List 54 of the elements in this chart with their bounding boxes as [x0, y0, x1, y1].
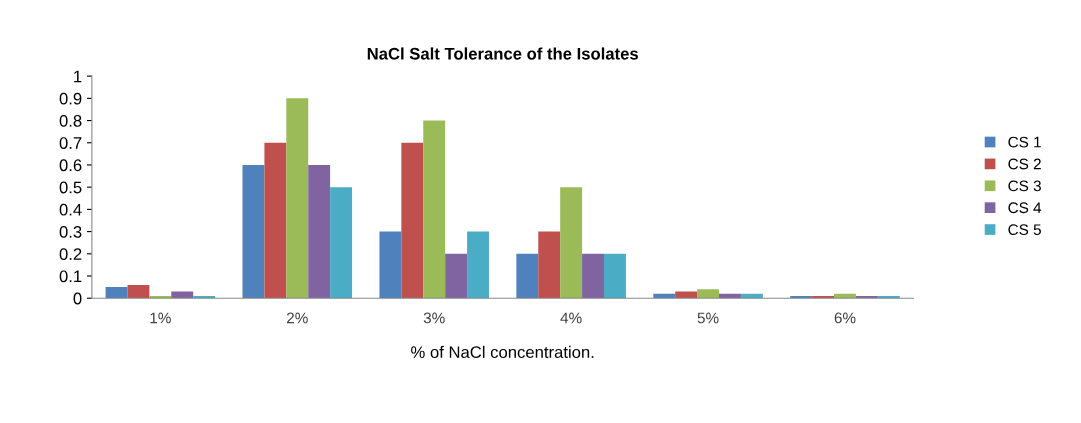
bar [653, 293, 676, 299]
bar [719, 293, 741, 299]
bar [286, 98, 309, 299]
bar [242, 164, 265, 299]
bar [467, 231, 489, 299]
bar [675, 291, 698, 299]
bar [834, 293, 856, 299]
x-tick-label: 3% [423, 312, 445, 324]
bar [264, 142, 287, 299]
legend-label: CS 4 [1008, 202, 1042, 214]
legend-label: CS 1 [1008, 136, 1041, 148]
y-tick-label: 0.1 [59, 270, 82, 283]
x-tick-label: 2% [287, 312, 308, 324]
bar [105, 287, 128, 299]
bar [127, 284, 150, 299]
bar [582, 253, 604, 299]
y-tick-label: 0 [73, 292, 82, 305]
bar [423, 120, 446, 299]
bar [401, 142, 424, 299]
bar [790, 295, 813, 299]
bar [171, 291, 194, 299]
bar [560, 187, 583, 299]
legend-label: CS 5 [1008, 224, 1041, 236]
bar [149, 295, 172, 299]
x-tick-label: 6% [834, 312, 856, 324]
y-tick-label: 1 [74, 70, 82, 83]
bar [603, 253, 626, 299]
bar [740, 293, 763, 299]
y-tick-label: 0.4 [59, 203, 82, 216]
bar [308, 164, 331, 299]
bar [697, 289, 720, 299]
bar [855, 295, 878, 299]
bar [877, 295, 900, 299]
bar [193, 295, 216, 299]
y-tick-label: 0.7 [59, 137, 82, 149]
y-tick-label: 0.8 [59, 114, 82, 127]
x-tick-label: 4% [560, 312, 582, 324]
bar [812, 295, 835, 299]
bar [516, 253, 539, 299]
y-tick-label: 0.6 [59, 159, 82, 172]
y-tick-label: 0.2 [59, 248, 82, 260]
legend-label: CS 3 [1008, 180, 1041, 192]
bar [445, 253, 468, 299]
y-tick-label: 0.5 [59, 181, 82, 194]
bar [538, 231, 561, 299]
y-tick-label: 0.9 [59, 92, 82, 105]
bar [379, 231, 402, 299]
y-tick-label: 0.3 [59, 225, 82, 238]
x-axis-title: % of NaCl concentration. [411, 345, 594, 359]
legend-label: CS 2 [1008, 158, 1041, 170]
bar [330, 187, 353, 299]
x-tick-label: 1% [150, 312, 171, 324]
x-tick-label: 5% [697, 312, 719, 324]
chart-title: NaCl Salt Tolerance of the Isolates [367, 47, 638, 60]
